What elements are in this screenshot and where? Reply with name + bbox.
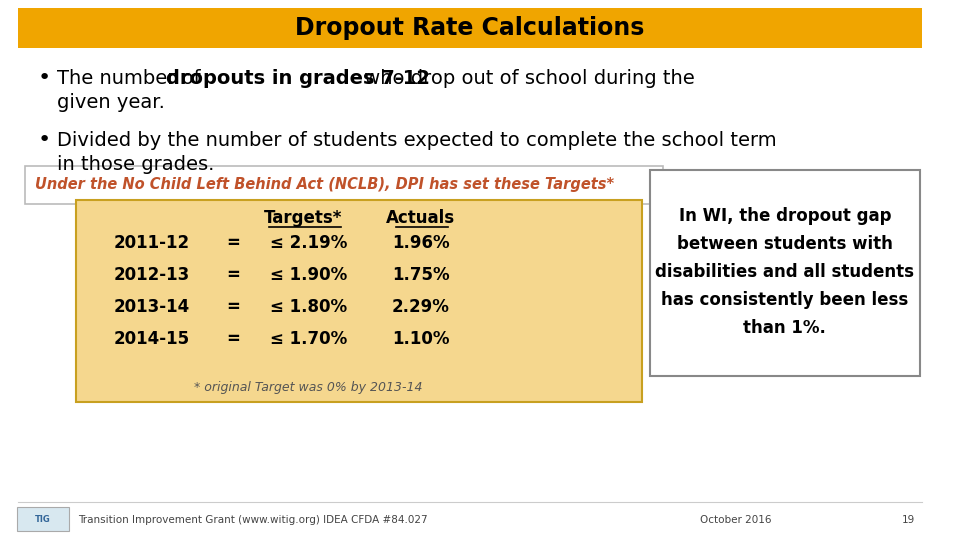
Text: given year.: given year. [57,92,164,111]
Text: =: = [226,234,240,252]
Text: •: • [37,130,51,150]
Text: Divided by the number of students expected to complete the school term: Divided by the number of students expect… [57,131,777,150]
Text: 1.96%: 1.96% [392,234,449,252]
Text: Under the No Child Left Behind Act (NCLB), DPI has set these Targets*: Under the No Child Left Behind Act (NCLB… [36,178,614,192]
FancyBboxPatch shape [77,200,642,402]
Text: Transition Improvement Grant (www.witig.org) IDEA CFDA #84.027: Transition Improvement Grant (www.witig.… [79,515,428,525]
Text: who drop out of school during the: who drop out of school during the [358,69,695,87]
Text: Dropout Rate Calculations: Dropout Rate Calculations [295,16,644,40]
Text: ≤ 1.70%: ≤ 1.70% [270,330,347,348]
Text: dropouts in grades 7-12: dropouts in grades 7-12 [166,69,430,87]
Text: * original Target was 0% by 2013-14: * original Target was 0% by 2013-14 [194,381,422,394]
Text: ≤ 2.19%: ≤ 2.19% [270,234,347,252]
Text: 2013-14: 2013-14 [113,298,190,316]
Text: 2012-13: 2012-13 [113,266,190,284]
Text: Actuals: Actuals [386,209,455,227]
Text: In WI, the dropout gap
between students with
disabilities and all students
has c: In WI, the dropout gap between students … [656,207,914,336]
FancyBboxPatch shape [16,507,69,531]
Text: 2.29%: 2.29% [392,298,449,316]
Text: 2014-15: 2014-15 [113,330,190,348]
Text: =: = [226,266,240,284]
Text: =: = [226,298,240,316]
Text: TIG: TIG [36,515,51,523]
Text: ≤ 1.90%: ≤ 1.90% [270,266,347,284]
FancyBboxPatch shape [26,166,663,204]
Text: 1.75%: 1.75% [392,266,449,284]
Text: in those grades.: in those grades. [57,154,214,173]
Text: Targets*: Targets* [264,209,343,227]
Text: 1.10%: 1.10% [392,330,449,348]
Text: October 2016: October 2016 [700,515,771,525]
Text: 2011-12: 2011-12 [113,234,190,252]
Text: =: = [226,330,240,348]
Text: The number of: The number of [57,69,206,87]
Text: •: • [37,68,51,88]
FancyBboxPatch shape [650,170,920,376]
Text: ≤ 1.80%: ≤ 1.80% [270,298,347,316]
Text: 19: 19 [901,515,915,525]
FancyBboxPatch shape [17,8,922,48]
